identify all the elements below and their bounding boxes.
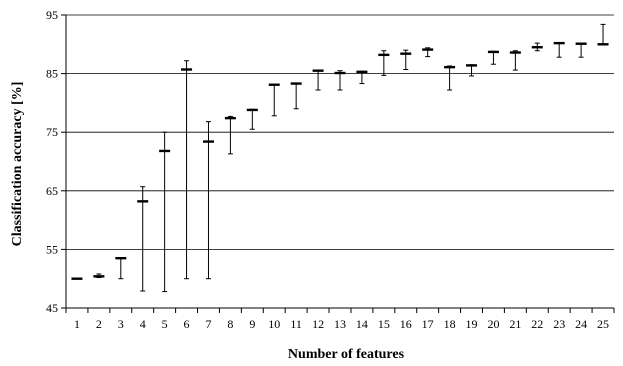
y-tick-label-45: 45 [46,301,58,315]
x-tick-label-17: 17 [422,317,434,331]
x-tick-label-24: 24 [575,317,587,331]
axes [61,14,615,313]
x-tick-label-1: 1 [74,317,80,331]
gridlines [66,14,614,250]
x-tick-label-16: 16 [400,317,412,331]
x-tick-label-23: 23 [553,317,565,331]
x-tick-label-19: 19 [466,317,478,331]
x-tick-label-22: 22 [531,317,543,331]
y-tick-label-65: 65 [46,184,58,198]
x-tick-label-4: 4 [140,317,146,331]
x-tick-label-18: 18 [444,317,456,331]
x-tick-label-21: 21 [509,317,521,331]
x-tick-label-6: 6 [184,317,190,331]
x-tick-label-11: 11 [290,317,302,331]
x-tick-label-25: 25 [597,317,609,331]
y-tick-label-95: 95 [46,8,58,22]
x-tick-label-2: 2 [96,317,102,331]
y-tick-label-55: 55 [46,242,58,256]
y-axis-title: Classification accuracy [%] [10,82,25,247]
x-tick-label-8: 8 [227,317,233,331]
x-tick-label-7: 7 [205,317,211,331]
data-marks [71,23,609,293]
x-tick-label-3: 3 [118,317,124,331]
y-tick-label-75: 75 [46,125,58,139]
x-tick-label-14: 14 [356,317,368,331]
x-tick-label-5: 5 [162,317,168,331]
x-tick-label-9: 9 [249,317,255,331]
y-tick-label-85: 85 [46,67,58,81]
x-tick-label-20: 20 [487,317,499,331]
x-tick-label-10: 10 [268,317,280,331]
x-tick-label-15: 15 [378,317,390,331]
x-tick-label-13: 13 [334,317,346,331]
x-tick-label-12: 12 [312,317,324,331]
x-axis-title: Number of features [288,347,405,362]
